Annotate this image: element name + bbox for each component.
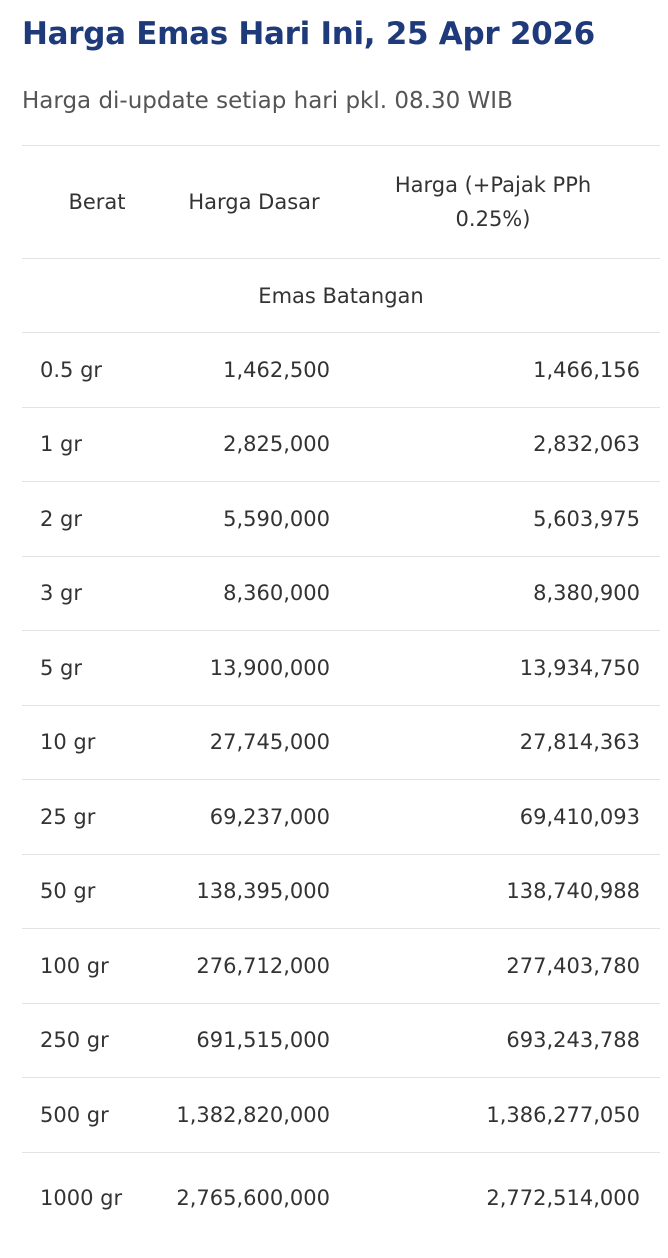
base-price-cell: 1,462,500 xyxy=(223,357,330,382)
update-note: Harga di-update setiap hari pkl. 08.30 W… xyxy=(22,88,513,114)
base-price-cell: 13,900,000 xyxy=(209,655,330,680)
table-row: 10 gr 27,745,000 27,814,363 xyxy=(22,705,660,780)
base-price-cell: 8,360,000 xyxy=(223,581,330,606)
base-price-cell: 276,712,000 xyxy=(196,953,330,978)
table-row: 250 gr 691,515,000 693,243,788 xyxy=(22,1003,660,1078)
base-price-cell: 138,395,000 xyxy=(196,879,330,904)
base-price-cell: 691,515,000 xyxy=(196,1028,330,1053)
taxed-price-cell: 8,380,900 xyxy=(533,581,640,606)
weight-cell: 3 gr xyxy=(40,581,82,606)
weight-cell: 500 gr xyxy=(40,1102,109,1127)
table-row: 1000 gr 2,765,600,000 2,772,514,000 xyxy=(22,1152,660,1244)
price-table: Berat Harga Dasar Harga (+Pajak PPh 0.25… xyxy=(22,145,660,1244)
section-label: Emas Batangan xyxy=(258,283,424,308)
base-price-cell: 1,382,820,000 xyxy=(176,1102,330,1127)
table-row: 2 gr 5,590,000 5,603,975 xyxy=(22,481,660,557)
weight-cell: 2 gr xyxy=(40,506,82,531)
taxed-price-cell: 5,603,975 xyxy=(533,506,640,531)
base-price-cell: 69,237,000 xyxy=(209,804,330,829)
table-row: 0.5 gr 1,462,500 1,466,156 xyxy=(22,332,660,408)
taxed-price-cell: 693,243,788 xyxy=(506,1028,640,1053)
weight-cell: 1 gr xyxy=(40,432,82,457)
column-header-berat: Berat xyxy=(68,190,126,214)
page-title: Harga Emas Hari Ini, 25 Apr 2026 xyxy=(22,16,595,52)
taxed-price-cell: 138,740,988 xyxy=(506,879,640,904)
taxed-price-cell: 2,772,514,000 xyxy=(486,1186,640,1211)
weight-cell: 250 gr xyxy=(40,1028,109,1053)
weight-cell: 50 gr xyxy=(40,879,96,904)
weight-cell: 10 gr xyxy=(40,730,96,755)
table-row: 100 gr 276,712,000 277,403,780 xyxy=(22,928,660,1004)
weight-cell: 1000 gr xyxy=(40,1186,123,1211)
base-price-cell: 27,745,000 xyxy=(209,730,330,755)
base-price-cell: 5,590,000 xyxy=(223,506,330,531)
taxed-price-cell: 13,934,750 xyxy=(519,655,640,680)
table-row: 3 gr 8,360,000 8,380,900 xyxy=(22,556,660,631)
base-price-cell: 2,765,600,000 xyxy=(176,1186,330,1211)
table-row: 1 gr 2,825,000 2,832,063 xyxy=(22,407,660,482)
taxed-price-cell: 2,832,063 xyxy=(533,432,640,457)
weight-cell: 25 gr xyxy=(40,804,96,829)
taxed-price-cell: 69,410,093 xyxy=(519,804,640,829)
weight-cell: 0.5 gr xyxy=(40,357,103,382)
table-row: 25 gr 69,237,000 69,410,093 xyxy=(22,779,660,855)
weight-cell: 5 gr xyxy=(40,655,82,680)
table-row: 500 gr 1,382,820,000 1,386,277,050 xyxy=(22,1077,660,1153)
weight-cell: 100 gr xyxy=(40,953,109,978)
column-header-harga-pajak: Harga (+Pajak PPh 0.25%) xyxy=(394,173,592,231)
table-header-row: Berat Harga Dasar Harga (+Pajak PPh 0.25… xyxy=(22,145,660,259)
taxed-price-cell: 277,403,780 xyxy=(506,953,640,978)
table-row: 5 gr 13,900,000 13,934,750 xyxy=(22,630,660,706)
taxed-price-cell: 1,386,277,050 xyxy=(486,1102,640,1127)
base-price-cell: 2,825,000 xyxy=(223,432,330,457)
table-body: Emas Batangan 0.5 gr 1,462,500 1,466,156 1 … xyxy=(22,258,660,1245)
column-header-harga-dasar: Harga Dasar xyxy=(188,190,320,214)
section-row: Emas Batangan xyxy=(22,258,660,333)
taxed-price-cell: 1,466,156 xyxy=(533,357,640,382)
table-row: 50 gr 138,395,000 138,740,988 xyxy=(22,854,660,929)
taxed-price-cell: 27,814,363 xyxy=(519,730,640,755)
